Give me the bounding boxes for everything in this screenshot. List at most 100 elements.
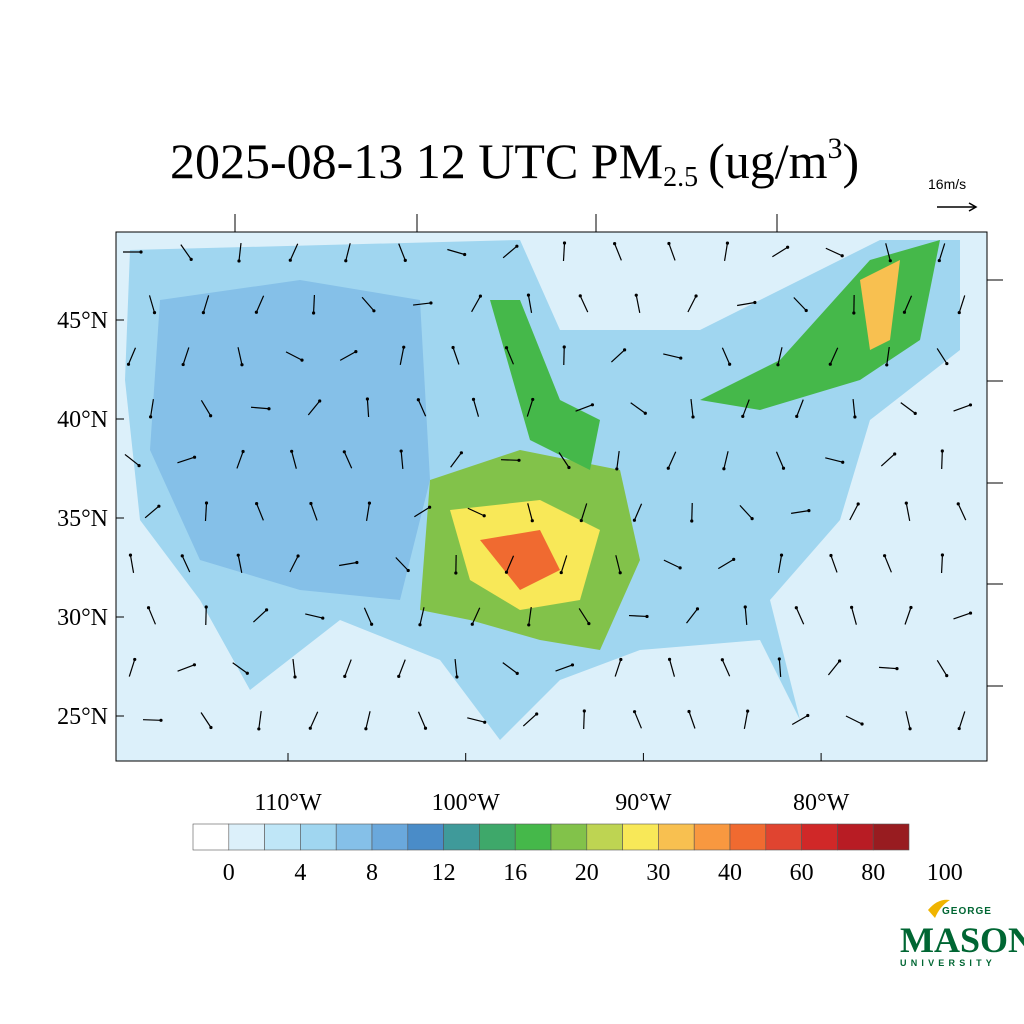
wind-arrow <box>633 503 643 521</box>
wind-arrow <box>182 347 190 365</box>
wind-arrowhead <box>667 241 671 246</box>
colorbar-label: 30 <box>646 860 670 886</box>
logo: GEORGE MASON UNIVERSITY <box>900 899 1024 968</box>
wind-arrow <box>339 351 357 361</box>
wind-arrowhead <box>370 622 374 626</box>
wind-arrow <box>202 295 210 313</box>
wind-arrow <box>291 451 297 469</box>
wind-arrowhead <box>829 553 833 558</box>
wind-arrow <box>688 711 696 729</box>
title-superscript: 3 <box>828 132 843 165</box>
logo-bottom: UNIVERSITY <box>900 958 996 968</box>
wind-arrowhead <box>909 605 913 610</box>
wind-arrowhead <box>643 411 647 415</box>
wind-arrowhead <box>945 674 949 678</box>
wind-arrow <box>339 561 357 567</box>
wind-arrowhead <box>181 362 185 367</box>
wind-arrow <box>667 451 677 469</box>
wind-arrowhead <box>311 311 316 315</box>
wind-arrow <box>144 505 160 519</box>
wind-arrowhead <box>794 606 798 610</box>
wind-arrowhead <box>678 566 682 570</box>
colorbar-box <box>443 823 480 851</box>
wind-arrowhead <box>245 671 249 675</box>
colorbar-label: 20 <box>575 860 599 886</box>
wind-arrow <box>454 658 458 678</box>
wind-arrow <box>885 243 891 261</box>
colorbar-label: 4 <box>294 860 306 886</box>
wind-arrowhead <box>372 309 376 313</box>
wind-arrow <box>285 351 303 361</box>
wind-arrowhead <box>180 554 184 558</box>
wind-arrowhead <box>429 301 433 305</box>
region-northeast-peak <box>860 260 900 350</box>
wind-arrow <box>905 503 911 521</box>
logo-top: GEORGE <box>942 906 992 917</box>
wind-arrowhead <box>853 415 857 419</box>
wind-arrowhead <box>885 363 889 367</box>
wind-arrowhead <box>913 411 917 415</box>
wind-arrow <box>526 399 534 417</box>
wind-arrow <box>467 507 485 517</box>
wind-arrow <box>957 503 967 521</box>
wind-arrow <box>958 711 966 729</box>
wind-arrow <box>778 658 782 678</box>
wind-arrowhead <box>559 570 563 575</box>
lon-label: 110°W <box>254 790 322 816</box>
wind-arrow <box>200 712 212 728</box>
wind-arrow <box>775 451 785 469</box>
wind-arrowhead <box>531 397 535 402</box>
wind-arrow <box>417 399 427 417</box>
wind-arrow <box>452 347 460 365</box>
wind-arrowhead <box>157 504 161 508</box>
wind-arrow <box>721 347 731 365</box>
wind-arrow <box>124 453 140 467</box>
wind-arrow <box>398 659 406 677</box>
colorbar: 0 4 8 12 16 20 30 40 60 80 100 <box>192 823 963 886</box>
wind-arrowhead <box>517 458 521 462</box>
wind-arrowhead <box>300 358 304 362</box>
wind-arrowhead <box>618 571 622 575</box>
title: 2025-08-13 12 UTC PM2.5 (ug/m3) <box>170 132 859 193</box>
wind-arrow <box>723 451 729 469</box>
wind-arrow <box>345 243 351 261</box>
wind-arrow <box>129 555 135 573</box>
wind-arrow <box>252 609 268 623</box>
wind-arrowhead <box>290 449 294 453</box>
wind-arrow <box>312 294 316 314</box>
wind-arrow <box>953 612 971 620</box>
wind-arrow <box>795 607 805 625</box>
wind-arrowhead <box>459 451 463 455</box>
wind-arrow <box>237 555 243 573</box>
wind-arrow <box>471 607 481 625</box>
wind-arrowhead <box>632 518 637 522</box>
wind-arrowhead <box>746 709 750 713</box>
wind-arrow <box>204 502 208 522</box>
wind-arrow <box>886 347 890 365</box>
wind-arrow <box>880 453 896 467</box>
wind-arrowhead <box>828 362 832 366</box>
colorbar-label: 80 <box>861 860 885 886</box>
wind-arrowhead <box>428 505 432 509</box>
wind-arrowhead <box>209 725 213 730</box>
wind-arrowhead <box>399 449 403 453</box>
wind-arrowhead <box>133 657 137 662</box>
wind-arrow <box>903 295 913 313</box>
wind-arrow <box>128 659 136 677</box>
wind-arrow <box>904 607 912 625</box>
colorbar-box <box>586 823 623 851</box>
wind-arrowhead <box>367 501 372 505</box>
wind-arrowhead <box>786 245 790 249</box>
colorbar-box <box>837 823 874 851</box>
wind-reference-label: 16m/s <box>928 176 966 192</box>
wind-arrowhead <box>257 727 261 731</box>
wind-arrowhead <box>632 710 637 714</box>
wind-arrow <box>200 399 212 417</box>
wind-arrowhead <box>471 397 476 401</box>
wind-arrowhead <box>807 509 811 513</box>
wind-arrow <box>361 296 375 312</box>
wind-arrowhead <box>237 259 241 263</box>
wind-arrow <box>147 607 157 625</box>
wind-arrowhead <box>732 557 736 561</box>
colorbar-box <box>658 823 695 851</box>
